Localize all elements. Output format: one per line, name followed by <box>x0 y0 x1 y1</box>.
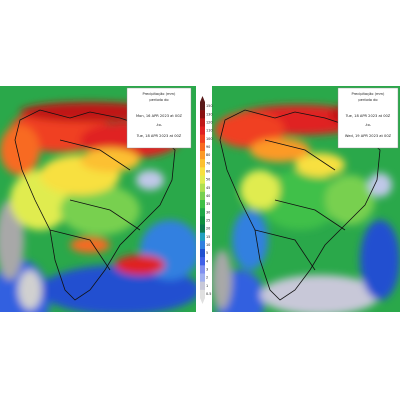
colorbar-label: 90 <box>206 145 210 149</box>
precip-blob <box>232 210 268 270</box>
colorbar-swatch <box>200 265 205 274</box>
colorbar-label: 25 <box>206 218 210 222</box>
legend-box <box>337 87 399 149</box>
colorbar-label: 120 <box>206 120 212 124</box>
legend-separator: -to- <box>365 123 372 127</box>
precip-blob <box>80 148 140 172</box>
legend-subtitle: período do <box>358 98 377 102</box>
colorbar-label: 10 <box>206 243 210 247</box>
colorbar-swatch <box>200 151 205 160</box>
colorbar-swatch <box>200 118 205 127</box>
colorbar-label: 3 <box>206 267 208 271</box>
colorbar-label: 80 <box>206 153 210 157</box>
legend-end: Wed, 19 APR 2023 at 00Z <box>345 134 392 138</box>
colorbar-swatch <box>200 102 205 111</box>
colorbar-label: 100 <box>206 137 212 141</box>
precip-blob <box>60 185 140 235</box>
legend-right: Precipitação (mm) período do Tue, 18 APR… <box>337 87 399 149</box>
colorbar-label: 110 <box>206 129 212 133</box>
colorbar-label: 15 <box>206 235 210 239</box>
colorbar-swatch <box>200 240 205 250</box>
legend-start: Mon, 16 APR 2023 at 00Z <box>136 114 182 118</box>
colorbar-swatch <box>200 257 205 266</box>
legend-title: Precipitação (mm) <box>352 92 386 96</box>
legend-subtitle: período do <box>149 98 168 102</box>
colorbar-swatch <box>200 224 205 233</box>
precip-blob <box>0 125 40 175</box>
precip-blob <box>212 250 232 310</box>
precip-blob <box>136 170 164 190</box>
colorbar-swatch <box>200 232 205 242</box>
colorbar-swatch <box>200 289 205 299</box>
colorbar-swatch <box>200 281 205 291</box>
precip-blob <box>325 175 375 225</box>
colorbar-label: 30 <box>206 210 210 214</box>
colorbar-label: 35 <box>206 202 210 206</box>
precip-blob <box>18 270 42 310</box>
colorbar: 1501301201101009080706050454035302520151… <box>200 96 212 304</box>
colorbar-swatch <box>200 191 205 201</box>
legend-title: Precipitação (mm) <box>143 92 177 96</box>
borders <box>219 109 381 301</box>
precip-blob <box>360 220 400 300</box>
colorbar-label: 2 <box>206 276 208 280</box>
precip-field <box>212 103 400 312</box>
colorbar-label: 50 <box>206 178 210 182</box>
colorbar-cap <box>200 298 205 304</box>
precip-blob <box>115 255 165 275</box>
borders <box>14 109 176 301</box>
colorbar-swatch <box>200 142 205 152</box>
colorbar-cap <box>200 96 205 102</box>
precip-blob <box>215 112 285 148</box>
legend-start: Tue, 18 APR 2023 at 00Z <box>345 114 391 118</box>
colorbar-swatch <box>200 273 205 282</box>
precip-blob <box>368 173 392 197</box>
colorbar-swatch <box>200 216 205 225</box>
precip-blob <box>260 170 340 230</box>
right-map <box>212 86 400 312</box>
precip-blob <box>260 275 380 312</box>
colorbar-label: 4 <box>206 259 208 263</box>
colorbar-swatch <box>200 208 205 217</box>
legend-left: Precipitação (mm) período do Mon, 16 APR… <box>126 87 192 149</box>
colorbar-label: 1 <box>206 284 208 288</box>
colorbar-label: 130 <box>206 112 212 116</box>
colorbar-label: 5 <box>206 251 208 255</box>
colorbar-label: 45 <box>206 186 210 190</box>
colorbar-swatch <box>200 126 205 135</box>
colorbar-label: 60 <box>206 169 210 173</box>
colorbar-swatch <box>200 249 205 258</box>
precip-blob <box>240 170 280 210</box>
colorbar-label: 70 <box>206 161 210 165</box>
colorbar-label: 0.5 <box>206 292 211 296</box>
colorbar-swatch <box>200 200 205 209</box>
precip-blob <box>295 153 345 177</box>
colorbar-swatch <box>200 183 205 193</box>
colorbar-swatch <box>200 175 205 184</box>
legend-box <box>126 87 192 149</box>
legend-end: Tue, 18 APR 2023 at 00Z <box>136 134 182 138</box>
colorbar-label: 150 <box>206 104 212 108</box>
colorbar-swatch <box>200 159 205 168</box>
colorbar-swatch <box>200 134 205 144</box>
colorbar-swatch <box>200 167 205 176</box>
colorbar-swatch <box>200 110 205 119</box>
colorbar-label: 40 <box>206 194 210 198</box>
precip-blob <box>70 237 110 253</box>
legend-separator: -to- <box>156 123 163 127</box>
colorbar-label: 20 <box>206 227 210 231</box>
precip-blob <box>250 138 310 162</box>
